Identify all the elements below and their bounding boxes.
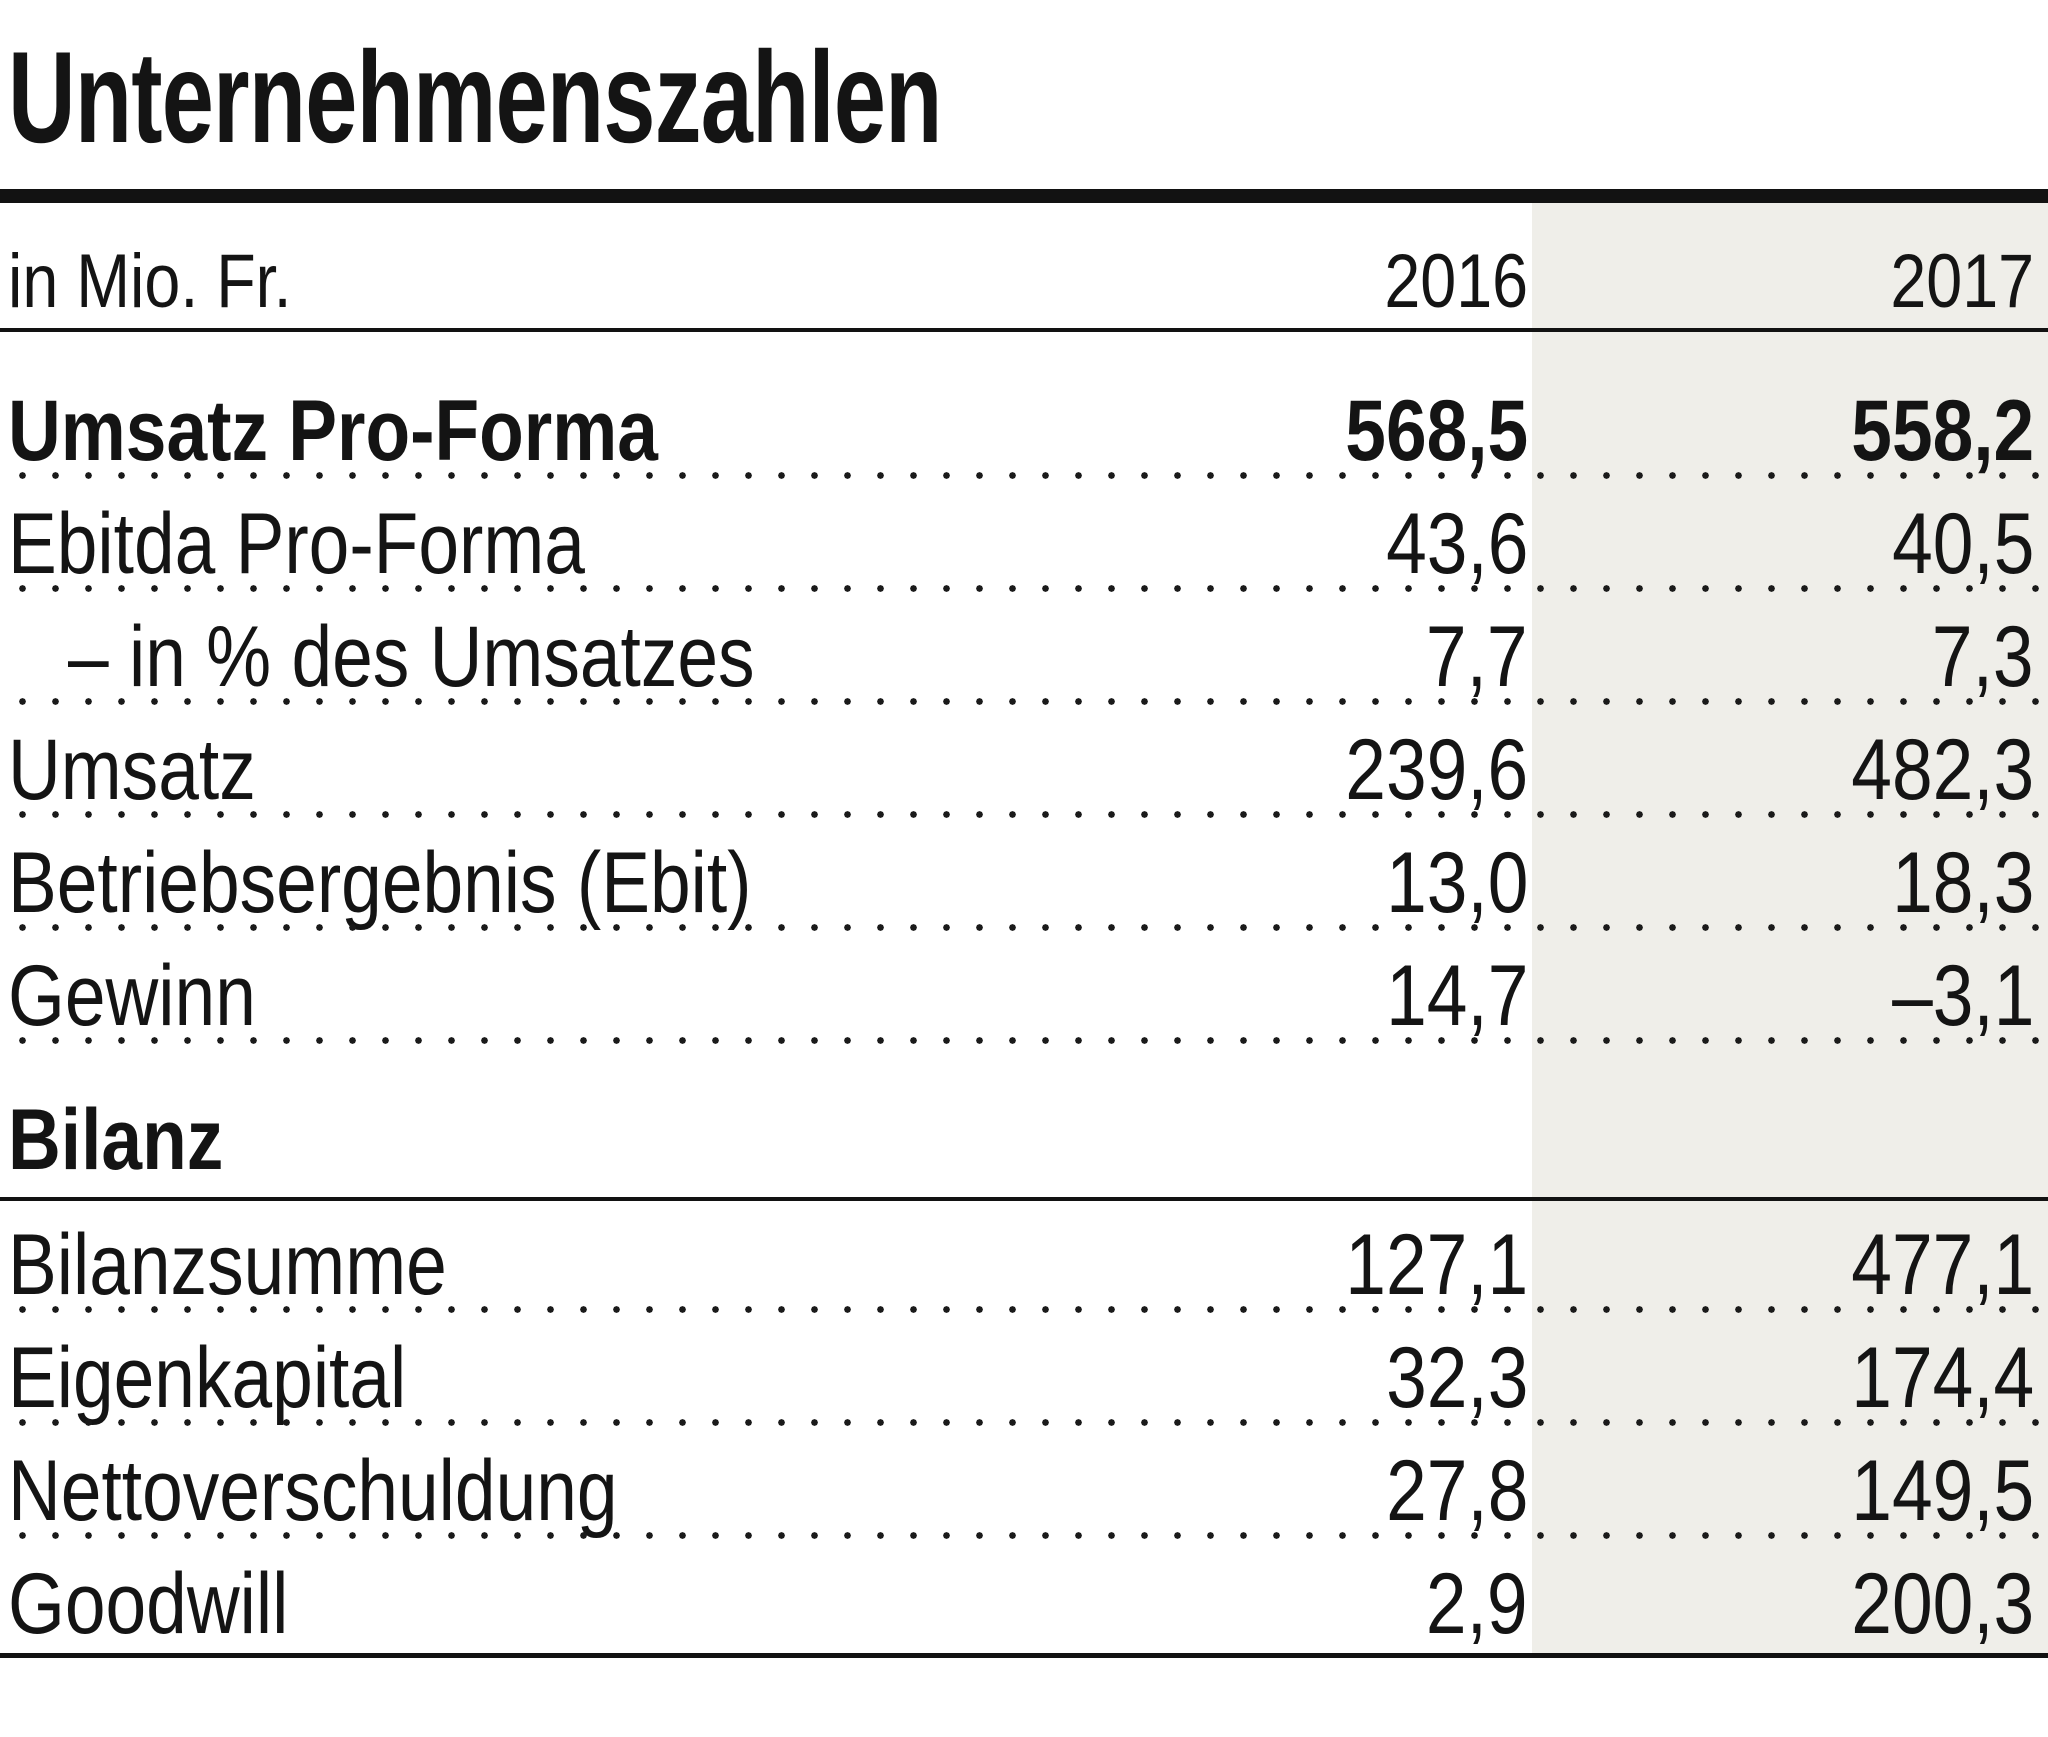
table-row: Umsatz 239,6 482,3 <box>0 706 2048 819</box>
value-2016: 127,1 <box>1345 1217 1528 1313</box>
page-title: Unternehmenszahlen <box>8 24 942 170</box>
unit-label: in Mio. Fr. <box>8 239 292 324</box>
row-label: Gewinn <box>8 948 256 1044</box>
value-2016: 7,7 <box>1426 609 1528 705</box>
dotted-separator <box>0 1036 2048 1045</box>
header-rule <box>0 328 2048 332</box>
dotted-separator <box>0 923 2048 932</box>
value-2016: 13,0 <box>1385 835 1528 931</box>
row-label: Umsatz Pro-Forma <box>8 383 658 479</box>
value-2016: 43,6 <box>1385 496 1528 592</box>
value-2017: 200,3 <box>1851 1556 2034 1652</box>
value-2017: 174,4 <box>1851 1330 2034 1426</box>
table-row: Gewinn 14,7 –3,1 <box>0 932 2048 1045</box>
row-label: Eigenkapital <box>8 1330 407 1426</box>
column-header-2017: 2017 <box>1890 239 2034 324</box>
dotted-separator <box>0 471 2048 480</box>
value-2016: 32,3 <box>1385 1330 1528 1426</box>
value-2017: 7,3 <box>1932 609 2034 705</box>
section-label: Bilanz <box>8 1092 224 1188</box>
dotted-separator <box>0 810 2048 819</box>
dotted-separator <box>0 584 2048 593</box>
value-2016: 568,5 <box>1345 383 1528 479</box>
column-header-2016: 2016 <box>1384 239 1528 324</box>
row-label: Umsatz <box>8 722 256 818</box>
value-2017: –3,1 <box>1891 948 2034 1044</box>
title-divider-rule <box>0 189 2048 203</box>
row-label: Betriebsergebnis (Ebit) <box>8 835 752 931</box>
dotted-separator <box>0 1531 2048 1540</box>
table-row: Nettoverschuldung 27,8 149,5 <box>0 1427 2048 1540</box>
dotted-separator <box>0 697 2048 706</box>
value-2016: 239,6 <box>1345 722 1528 818</box>
table-row: Eigenkapital 32,3 174,4 <box>0 1314 2048 1427</box>
section-rule <box>0 1197 2048 1201</box>
row-label: Nettoverschuldung <box>8 1443 618 1539</box>
table-row: – in % des Umsatzes 7,7 7,3 <box>0 593 2048 706</box>
value-2016: 14,7 <box>1385 948 1528 1044</box>
table-row: Umsatz Pro-Forma 568,5 558,2 <box>0 332 2048 480</box>
dotted-separator <box>0 1418 2048 1427</box>
value-2016: 27,8 <box>1385 1443 1528 1539</box>
table-row: Bilanzsumme 127,1 477,1 <box>0 1201 2048 1314</box>
table-row: Betriebsergebnis (Ebit) 13,0 18,3 <box>0 819 2048 932</box>
row-label: – in % des Umsatzes <box>68 609 755 705</box>
table-bottom-rule <box>0 1653 2048 1658</box>
value-2016: 2,9 <box>1426 1556 1528 1652</box>
table-header-row: in Mio. Fr. 2016 2017 <box>0 203 2048 328</box>
row-label: Bilanzsumme <box>8 1217 447 1313</box>
value-2017: 18,3 <box>1891 835 2034 931</box>
section-header-bilanz: Bilanz <box>0 1045 2048 1197</box>
value-2017: 482,3 <box>1851 722 2034 818</box>
row-label: Goodwill <box>8 1556 289 1652</box>
row-label: Ebitda Pro-Forma <box>8 496 585 592</box>
dotted-separator <box>0 1305 2048 1314</box>
value-2017: 477,1 <box>1851 1217 2034 1313</box>
value-2017: 558,2 <box>1851 383 2034 479</box>
value-2017: 40,5 <box>1891 496 2034 592</box>
table-row: Goodwill 2,9 200,3 <box>0 1540 2048 1653</box>
table-row: Ebitda Pro-Forma 43,6 40,5 <box>0 480 2048 593</box>
value-2017: 149,5 <box>1851 1443 2034 1539</box>
